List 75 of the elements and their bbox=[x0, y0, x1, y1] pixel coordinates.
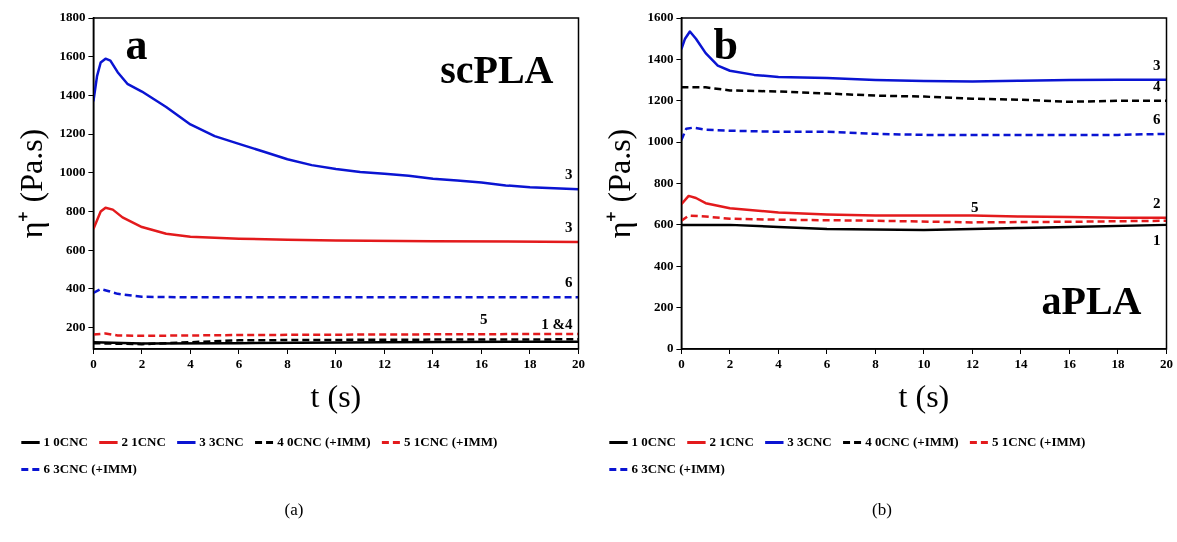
legend-label: 1 0CNC bbox=[43, 433, 88, 449]
x-tick-label: 6 bbox=[823, 356, 831, 372]
annotation: 1 &4 bbox=[541, 316, 573, 333]
annotation: 6 bbox=[565, 274, 573, 291]
annotation: 3 bbox=[565, 218, 573, 235]
x-tick-label: 10 bbox=[329, 356, 343, 372]
x-tick-label: 18 bbox=[1111, 356, 1125, 372]
legend-label: 2 1CNC bbox=[709, 433, 754, 449]
annotation: 4 bbox=[1153, 77, 1161, 94]
y-tick-label: 1400 bbox=[59, 86, 86, 102]
x-tick-label: 12 bbox=[965, 356, 979, 372]
y-tick-label: 1400 bbox=[647, 50, 674, 66]
annotation: a bbox=[125, 20, 148, 70]
annotation: 2 bbox=[1153, 194, 1161, 211]
x-tick-label: 0 bbox=[678, 356, 685, 372]
x-axis-title: t (s) bbox=[898, 378, 950, 415]
line-series bbox=[93, 287, 579, 299]
legend-label: 3 3CNC bbox=[199, 433, 244, 449]
y-tick-label: 200 bbox=[65, 319, 86, 335]
legend-label: 4 0CNC (+IMM) bbox=[277, 433, 371, 449]
y-tick-label: 1800 bbox=[59, 9, 86, 25]
x-tick-label: 4 bbox=[775, 356, 783, 372]
x-tick-label: 14 bbox=[1014, 356, 1028, 372]
x-tick-label: 0 bbox=[90, 356, 97, 372]
x-tick-label: 14 bbox=[426, 356, 440, 372]
annotation: 1 bbox=[1153, 231, 1161, 248]
x-tick-label: 18 bbox=[523, 356, 537, 372]
x-tick-label: 16 bbox=[474, 356, 489, 372]
y-tick-label: 0 bbox=[666, 340, 674, 356]
annotation: 3 bbox=[1153, 56, 1161, 73]
legend-label: 6 3CNC (+IMM) bbox=[631, 460, 725, 476]
annotation: 5 bbox=[479, 311, 488, 328]
legend-label: 3 3CNC bbox=[787, 433, 832, 449]
x-tick-label: 2 bbox=[726, 356, 734, 372]
x-tick-label: 16 bbox=[1062, 356, 1077, 372]
x-tick-label: 10 bbox=[917, 356, 931, 372]
y-tick-label: 800 bbox=[65, 202, 86, 218]
legend-label: 6 3CNC (+IMM) bbox=[43, 460, 137, 476]
y-tick-label: 1000 bbox=[59, 164, 86, 180]
legend-label: 2 1CNC bbox=[121, 433, 166, 449]
text: (a) bbox=[283, 500, 305, 520]
y-tick-label: 800 bbox=[653, 174, 674, 190]
x-tick-label: 20 bbox=[1160, 356, 1173, 372]
y-tick-label: 1600 bbox=[647, 9, 674, 25]
x-tick-label: 2 bbox=[138, 356, 146, 372]
annotation: 6 bbox=[1153, 110, 1161, 127]
y-tick-label: 600 bbox=[653, 216, 674, 232]
annotation: scPLA bbox=[440, 47, 554, 93]
y-tick-label: 1200 bbox=[647, 92, 674, 108]
legend-label: 1 0CNC bbox=[631, 433, 676, 449]
x-tick-label: 6 bbox=[235, 356, 243, 372]
y-tick-label: 400 bbox=[65, 280, 86, 296]
x-tick-label: 12 bbox=[377, 356, 391, 372]
x-tick-label: 8 bbox=[872, 356, 880, 372]
x-tick-label: 4 bbox=[187, 356, 195, 372]
y-tick-label: 400 bbox=[653, 257, 674, 273]
x-tick-label: 20 bbox=[572, 356, 585, 372]
y-tick-label: 200 bbox=[653, 298, 674, 314]
legend-label: 4 0CNC (+IMM) bbox=[865, 433, 959, 449]
y-tick-label: 1200 bbox=[59, 125, 86, 141]
y-tick-label: 600 bbox=[65, 241, 86, 257]
y-axis-title: η⁺ (Pa.s) bbox=[12, 128, 49, 239]
text: (b) bbox=[871, 500, 893, 520]
legend-label: 5 1CNC (+IMM) bbox=[404, 433, 498, 449]
y-axis-title: η⁺ (Pa.s) bbox=[600, 128, 637, 239]
annotation: 3 bbox=[565, 166, 573, 183]
x-axis-title: t (s) bbox=[310, 378, 362, 415]
annotation: aPLA bbox=[1041, 278, 1142, 324]
annotation: b bbox=[713, 20, 738, 70]
x-tick-label: 8 bbox=[284, 356, 292, 372]
y-tick-label: 1600 bbox=[59, 48, 86, 64]
y-tick-label: 1000 bbox=[647, 133, 674, 149]
legend-label: 5 1CNC (+IMM) bbox=[992, 433, 1086, 449]
annotation: 5 bbox=[970, 199, 979, 216]
line-series bbox=[681, 126, 1167, 142]
